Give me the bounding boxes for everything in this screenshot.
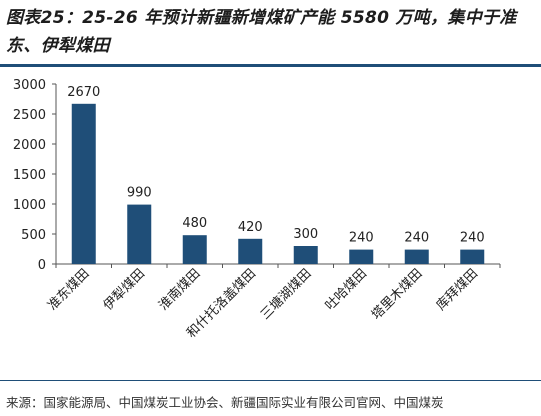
source-note: 来源：国家能源局、中国煤炭工业协会、新疆国际实业有限公司官网、中国煤炭 [6,395,444,410]
bar [71,103,96,264]
figure-title: 图表25：25-26 年预计新疆新增煤矿产能 5580 万吨，集中于准东、伊犁煤… [6,8,517,56]
y-tick-label: 500 [21,228,46,243]
category-label: 准东煤田 [45,266,92,313]
y-tick-label: 2000 [13,138,46,153]
y-tick-label: 2500 [13,108,46,123]
bar [293,246,318,264]
title-divider [0,64,541,67]
y-tick-label: 1000 [13,198,46,213]
bar [349,249,374,264]
bar [460,249,485,264]
bar-chart: 0 500 1000 1500 2000 2500 3000 2670 准东煤田 990 伊犁煤田 4… [13,78,501,341]
data-label: 480 [182,216,207,231]
y-tick-label: 1500 [13,168,46,183]
y-tick-label: 0 [38,258,46,273]
category-label: 伊犁煤田 [101,266,148,313]
category-label: 库拜煤田 [433,266,481,314]
data-label: 990 [127,186,152,201]
data-label: 420 [238,220,263,235]
bar [404,249,429,264]
y-tick-label: 3000 [13,78,46,93]
category-label: 三塘湖煤田 [257,266,314,323]
data-label: 240 [349,231,374,246]
data-label: 240 [404,231,429,246]
bar [238,238,263,264]
data-label: 300 [293,227,318,242]
data-label: 240 [460,231,485,246]
bar [127,204,152,264]
bar [182,235,207,264]
category-label: 吐哈煤田 [323,266,370,313]
category-label: 塔里木煤田 [369,266,426,323]
data-label: 2670 [67,85,100,100]
category-label: 淮南煤田 [155,266,203,314]
source-divider [0,380,541,381]
